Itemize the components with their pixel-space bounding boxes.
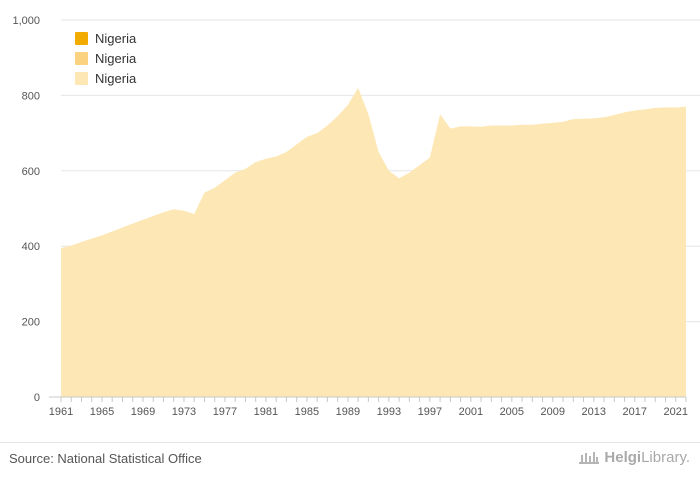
library-icon (579, 451, 600, 464)
y-tick-label: 0 (34, 392, 40, 404)
x-tick-label: 2013 (582, 406, 606, 418)
x-tick-label: 1989 (336, 406, 360, 418)
legend-swatch-1 (75, 31, 88, 45)
legend-item-3[interactable]: Nigeria (75, 68, 136, 88)
y-tick-label: 1,000 (12, 15, 40, 27)
x-tick-label: 1965 (90, 406, 114, 418)
legend-item-1[interactable]: Nigeria (75, 28, 136, 48)
x-tick-label: 1993 (377, 406, 401, 418)
x-tick-label: 2021 (664, 406, 688, 418)
y-tick-label: 600 (22, 166, 40, 178)
y-tick-label: 800 (22, 90, 40, 102)
legend-label-3: Nigeria (95, 70, 137, 86)
x-tick-label: 2005 (500, 406, 524, 418)
y-tick-label: 400 (22, 241, 40, 253)
x-tick-label: 2009 (541, 406, 565, 418)
brand-logo[interactable]: Helgi Library. (578, 449, 690, 466)
x-tick-label: 1973 (172, 406, 196, 418)
brand-name-b: Library. (641, 449, 690, 466)
legend-item-2[interactable]: Nigeria (75, 48, 136, 68)
y-tick-label: 200 (22, 317, 40, 329)
x-tick-label: 1997 (418, 406, 442, 418)
source-note: Source: National Statistical Office (9, 451, 202, 466)
legend: Nigeria Nigeria Nigeria (75, 28, 136, 88)
x-tick-label: 2001 (459, 406, 483, 418)
axes: 0 200 400 600 800 1,000 1961 1965 1969 1973 1977 19… (12, 15, 688, 418)
brand-name-a: Helgi (604, 449, 642, 466)
legend-label-1: Nigeria (95, 30, 137, 46)
legend-label-2: Nigeria (95, 50, 137, 66)
footer-divider (0, 442, 700, 443)
legend-swatch-2 (75, 51, 88, 65)
x-tick-label: 1977 (213, 406, 237, 418)
x-tick-label: 2017 (623, 406, 647, 418)
area-fill (61, 87, 686, 398)
x-tick-label: 1969 (131, 406, 155, 418)
x-tick-label: 1961 (49, 406, 73, 418)
x-tick-label: 1985 (295, 406, 319, 418)
legend-swatch-3 (75, 71, 88, 85)
area-series (61, 87, 686, 398)
x-tick-label: 1981 (254, 406, 278, 418)
